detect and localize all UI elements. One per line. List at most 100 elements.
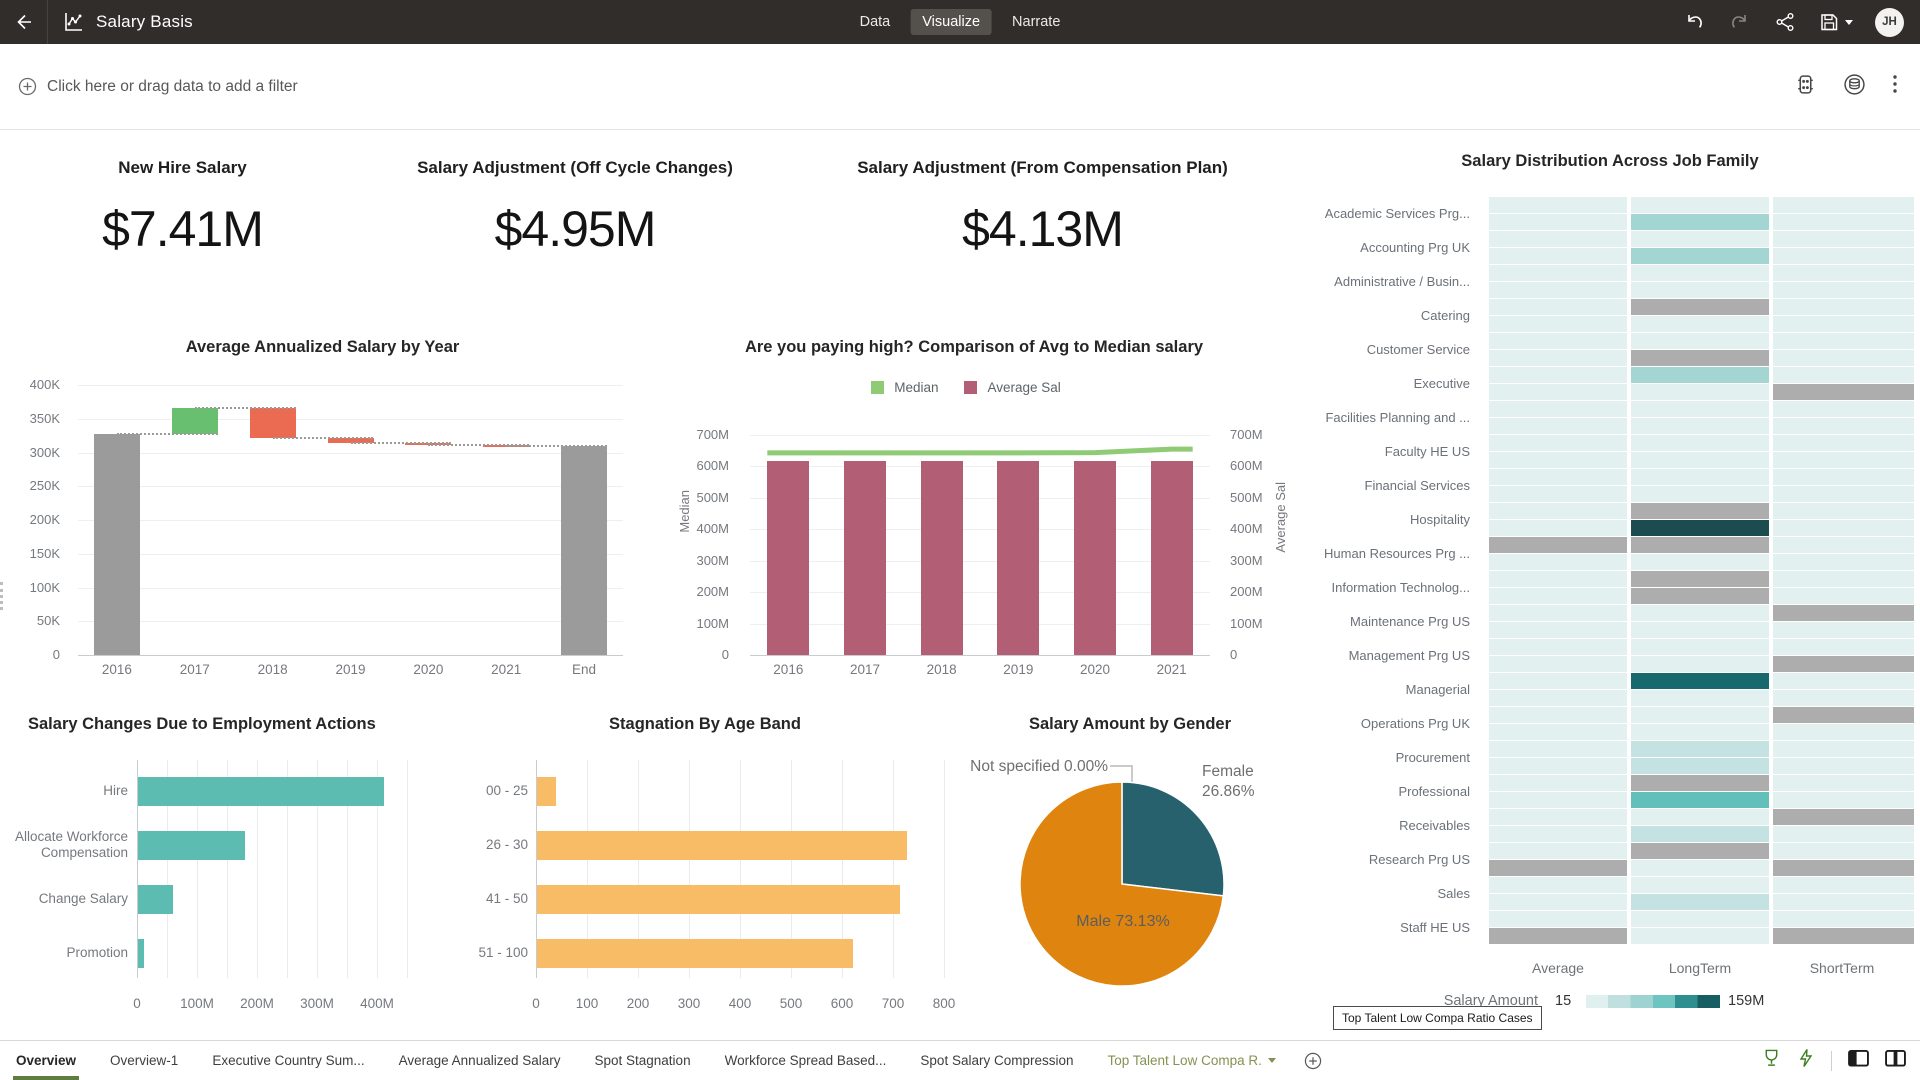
heatmap-cell[interactable] <box>1489 401 1627 417</box>
heatmap-cell[interactable] <box>1631 622 1769 638</box>
heatmap-cell[interactable] <box>1773 911 1914 927</box>
heatmap-cell[interactable] <box>1631 197 1769 213</box>
heatmap-cell[interactable] <box>1631 656 1769 672</box>
heatmap-cell[interactable] <box>1773 350 1914 366</box>
waterfall-bar-2018[interactable] <box>249 407 296 438</box>
heatmap-cell[interactable] <box>1489 231 1627 247</box>
heatmap-cell[interactable] <box>1489 690 1627 706</box>
heatmap-cell[interactable] <box>1631 894 1769 910</box>
heatmap-cell[interactable] <box>1773 248 1914 264</box>
employment-actions-chart-card[interactable]: Salary Changes Due to Employment Actions… <box>0 700 520 1040</box>
heatmap-cell[interactable] <box>1631 724 1769 740</box>
heatmap-cell[interactable] <box>1631 877 1769 893</box>
heatmap-cell[interactable] <box>1773 316 1914 332</box>
legend-label-average-sal[interactable]: Average Sal <box>987 380 1061 395</box>
canvas-drag-handle[interactable] <box>0 582 4 610</box>
canvas-tab-overview[interactable]: Overview <box>12 1041 80 1080</box>
heatmap-cell[interactable] <box>1631 758 1769 774</box>
heatmap-cell[interactable] <box>1631 401 1769 417</box>
heatmap-cell[interactable] <box>1773 435 1914 451</box>
heatmap-cell[interactable] <box>1631 503 1769 519</box>
back-button[interactable] <box>0 0 48 44</box>
bar-hire[interactable] <box>138 777 384 806</box>
avatar[interactable]: JH <box>1875 7 1904 37</box>
heatmap-cell[interactable] <box>1489 282 1627 298</box>
average-sal-bar-2018[interactable] <box>920 460 963 655</box>
heatmap-cell[interactable] <box>1631 265 1769 281</box>
heatmap-cell[interactable] <box>1631 350 1769 366</box>
heatmap-cell[interactable] <box>1489 571 1627 587</box>
heatmap-cell[interactable] <box>1773 673 1914 689</box>
heatmap-cell[interactable] <box>1773 520 1914 536</box>
heatmap-cell[interactable] <box>1773 792 1914 808</box>
heatmap-cell[interactable] <box>1489 265 1627 281</box>
heatmap-cell[interactable] <box>1631 605 1769 621</box>
heatmap-cell[interactable] <box>1489 503 1627 519</box>
heatmap-cell[interactable] <box>1773 571 1914 587</box>
bar-26-30[interactable] <box>537 831 907 860</box>
heatmap-cell[interactable] <box>1773 282 1914 298</box>
average-sal-bar-2021[interactable] <box>1150 460 1193 655</box>
legend-label-median[interactable]: Median <box>894 380 939 395</box>
heatmap-cell[interactable] <box>1773 622 1914 638</box>
bar-51-100[interactable] <box>537 939 854 968</box>
heatmap-cell[interactable] <box>1489 741 1627 757</box>
heatmap-cell[interactable] <box>1773 265 1914 281</box>
heatmap-cell[interactable] <box>1773 503 1914 519</box>
kpi-salary-adjustment-off-cycle[interactable]: Salary Adjustment (Off Cycle Changes) $4… <box>365 140 785 320</box>
heatmap-cell[interactable] <box>1489 316 1627 332</box>
kpi-new-hire-salary[interactable]: New Hire Salary $7.41M <box>0 140 365 320</box>
bar-promotion[interactable] <box>138 939 144 968</box>
heatmap-cell[interactable] <box>1773 333 1914 349</box>
heatmap-cell[interactable] <box>1489 656 1627 672</box>
heatmap-cell[interactable] <box>1489 333 1627 349</box>
heatmap-cell[interactable] <box>1489 707 1627 723</box>
heatmap-cell[interactable] <box>1631 452 1769 468</box>
heatmap-cell[interactable] <box>1773 214 1914 230</box>
canvas-tab-executive-country-sum-[interactable]: Executive Country Sum... <box>212 1053 365 1068</box>
canvas-tab-overview-1[interactable]: Overview-1 <box>110 1053 179 1068</box>
heatmap-cell[interactable] <box>1631 248 1769 264</box>
heatmap-cell[interactable] <box>1489 384 1627 400</box>
heatmap-cell[interactable] <box>1489 775 1627 791</box>
heatmap-cell[interactable] <box>1631 809 1769 825</box>
canvas-tab-spot-stagnation[interactable]: Spot Stagnation <box>594 1053 691 1068</box>
heatmap-cell[interactable] <box>1489 469 1627 485</box>
pie-slice-female[interactable] <box>1121 781 1225 897</box>
heatmap-cell[interactable] <box>1773 486 1914 502</box>
save-button[interactable] <box>1818 11 1853 33</box>
heatmap-cell[interactable] <box>1631 588 1769 604</box>
heatmap-cell[interactable] <box>1489 928 1627 944</box>
waterfall-bar-2019[interactable] <box>327 437 374 444</box>
heatmap-cell[interactable] <box>1631 741 1769 757</box>
heatmap-cell[interactable] <box>1773 724 1914 740</box>
heatmap-cell[interactable] <box>1773 860 1914 876</box>
average-sal-bar-2017[interactable] <box>844 460 886 655</box>
heatmap-cell[interactable] <box>1631 690 1769 706</box>
gender-pie-chart-card[interactable]: Salary Amount by Gender Not specified 0.… <box>960 700 1300 1040</box>
tab-visualize[interactable]: Visualize <box>910 9 993 35</box>
kpi-salary-adjustment-comp-plan[interactable]: Salary Adjustment (From Compensation Pla… <box>785 140 1300 320</box>
heatmap-cell[interactable] <box>1631 571 1769 587</box>
heatmap-cell[interactable] <box>1489 452 1627 468</box>
average-sal-bar-2016[interactable] <box>767 460 810 655</box>
combo-chart-card[interactable]: Are you paying high? Comparison of Avg t… <box>645 330 1303 700</box>
heatmap-cell[interactable] <box>1489 588 1627 604</box>
heatmap-cell[interactable] <box>1773 775 1914 791</box>
tab-data[interactable]: Data <box>859 14 891 30</box>
heatmap-cell[interactable] <box>1489 809 1627 825</box>
heatmap-cell[interactable] <box>1631 520 1769 536</box>
heatmap-cell[interactable] <box>1489 860 1627 876</box>
heatmap-cell[interactable] <box>1489 843 1627 859</box>
heatmap-cell[interactable] <box>1773 197 1914 213</box>
heatmap-cell[interactable] <box>1773 231 1914 247</box>
heatmap-cell[interactable] <box>1631 775 1769 791</box>
waterfall-bar-2017[interactable] <box>171 407 218 434</box>
heatmap-cell[interactable] <box>1489 350 1627 366</box>
heatmap-cell[interactable] <box>1489 248 1627 264</box>
heatmap-cell[interactable] <box>1489 639 1627 655</box>
heatmap-cell[interactable] <box>1631 860 1769 876</box>
heatmap-cell[interactable] <box>1773 656 1914 672</box>
heatmap-cell[interactable] <box>1773 758 1914 774</box>
heatmap-cell[interactable] <box>1631 486 1769 502</box>
